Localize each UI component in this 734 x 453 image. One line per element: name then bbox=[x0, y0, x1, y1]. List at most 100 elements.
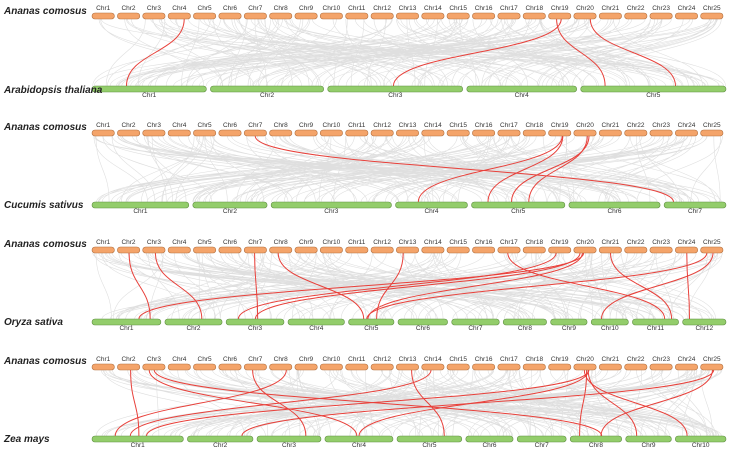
panel1-highlight-link-chr19-chr3 bbox=[392, 18, 562, 87]
panel2-top-chr-label-5: Chr5 bbox=[198, 122, 212, 129]
panel3-highlight-link-chr19-chr3 bbox=[237, 252, 557, 320]
panel4-top-chr-label-12: Chr12 bbox=[373, 356, 391, 363]
panel1-top-chr-1 bbox=[91, 12, 115, 20]
panel4-top-species: Ananas comosus bbox=[3, 356, 87, 367]
panel1-top-chr-label-24: Chr24 bbox=[678, 5, 696, 12]
panel4-highlight-link-chr20-chr9 bbox=[587, 369, 638, 437]
panel2-bottom-chr-label-4: Chr4 bbox=[424, 208, 438, 215]
panel4-bottom-chr-label-4: Chr4 bbox=[352, 442, 366, 449]
panel4-top-chr-10 bbox=[319, 363, 343, 371]
panel3-top-chr-11 bbox=[345, 246, 369, 254]
panel2-top-chr-label-8: Chr8 bbox=[274, 122, 288, 129]
panel1-bottom-chr-4 bbox=[466, 85, 577, 93]
panel3-top-chr-label-21: Chr21 bbox=[602, 239, 620, 246]
panel4-bottom-chr-label-7: Chr7 bbox=[535, 442, 549, 449]
panel3-bottom-chr-8 bbox=[502, 318, 547, 326]
panel3-bottom-chr-label-2: Chr2 bbox=[186, 325, 200, 332]
panel3-top-chr-19 bbox=[548, 246, 572, 254]
panel4-top-chr-14 bbox=[421, 363, 445, 371]
panel3-top-chr-label-4: Chr4 bbox=[172, 239, 186, 246]
panel1-bottom-chr-label-2: Chr2 bbox=[260, 92, 274, 99]
panel3-bottom-chr-label-12: Chr12 bbox=[695, 325, 713, 332]
panel4-highlight-link-chr14-chr1 bbox=[129, 369, 432, 437]
panel1-top-chr-label-14: Chr14 bbox=[424, 5, 442, 12]
panel4-bottom-chr-6 bbox=[465, 435, 514, 443]
panel4-top-chr-label-10: Chr10 bbox=[323, 356, 341, 363]
panel2-top-species: Ananas comosus bbox=[3, 122, 87, 133]
panel3-bottom-chr-label-8: Chr8 bbox=[518, 325, 532, 332]
panel3-top-chr-23 bbox=[649, 246, 673, 254]
panel4-top-chr-label-11: Chr11 bbox=[348, 356, 366, 363]
panel1-top-chr-9 bbox=[294, 12, 318, 20]
panel1-highlight-link-chr4-chr1 bbox=[126, 18, 185, 87]
panel3-top-chr-25 bbox=[700, 246, 724, 254]
panel1-top-chr-label-20: Chr20 bbox=[576, 5, 594, 12]
panel3-bottom-chr-6 bbox=[397, 318, 448, 326]
panel2-top-chr-13 bbox=[395, 129, 419, 137]
panel3-bottom-chr-label-5: Chr5 bbox=[364, 325, 378, 332]
panel1-top-chr-25 bbox=[700, 12, 724, 20]
panel4-top-chr-label-20: Chr20 bbox=[576, 356, 594, 363]
panel4-bottom-chr-label-1: Chr1 bbox=[131, 442, 145, 449]
panel4-highlight-link-chr13-chr5 bbox=[411, 369, 445, 437]
panel3-top-chr-8 bbox=[269, 246, 293, 254]
panel2-top-chr-label-2: Chr2 bbox=[121, 122, 135, 129]
panel3-top-chr-label-22: Chr22 bbox=[627, 239, 645, 246]
panel3-top-chr-label-18: Chr18 bbox=[525, 239, 543, 246]
panel1-top-chr-label-4: Chr4 bbox=[172, 5, 186, 12]
panel2-bottom-chr-label-7: Chr7 bbox=[688, 208, 702, 215]
panel3-top-chr-label-23: Chr23 bbox=[652, 239, 670, 246]
panel3-highlight-link-chr25-chr5 bbox=[366, 252, 708, 320]
panel2-highlight-link-chr19-chr4 bbox=[417, 135, 563, 203]
panel3-bottom-chr-4 bbox=[287, 318, 345, 326]
panel3-top-chr-24 bbox=[674, 246, 698, 254]
panel4-top-chr-label-1: Chr1 bbox=[96, 356, 110, 363]
panel2-top-chr-23 bbox=[649, 129, 673, 137]
panel4-top-chr-6 bbox=[218, 363, 242, 371]
panel3-top-chr-6 bbox=[218, 246, 242, 254]
panel3-highlight-link-chr24-chr12 bbox=[686, 252, 690, 320]
panel2-top-chr-5 bbox=[193, 129, 217, 137]
panel4-highlight-link-chr25-chr2 bbox=[241, 369, 715, 437]
panel1-top-chr-11 bbox=[345, 12, 369, 20]
panel3-bottom-chr-label-11: Chr11 bbox=[647, 325, 665, 332]
panel1-top-chr-4 bbox=[167, 12, 191, 20]
panel1-bottom-chr-5 bbox=[580, 85, 727, 93]
panel3-top-chr-label-9: Chr9 bbox=[299, 239, 313, 246]
panel3-top-chr-label-10: Chr10 bbox=[323, 239, 341, 246]
panel4-bottom-chr-label-5: Chr5 bbox=[422, 442, 436, 449]
panel2-top-chr-label-14: Chr14 bbox=[424, 122, 442, 129]
panel4-top-chr-19 bbox=[548, 363, 572, 371]
panel1-bottom-chr-label-1: Chr1 bbox=[142, 92, 156, 99]
panel3-top-chr-21 bbox=[598, 246, 622, 254]
panel4-top-chr-22 bbox=[624, 363, 648, 371]
panel2-top-chr-label-23: Chr23 bbox=[652, 122, 670, 129]
panel2-bottom-chr-label-6: Chr6 bbox=[607, 208, 621, 215]
panel1-top-chr-label-23: Chr23 bbox=[652, 5, 670, 12]
panel3-top-chr-label-15: Chr15 bbox=[449, 239, 467, 246]
panel1-top-chr-22 bbox=[624, 12, 648, 20]
panel3-top-chr-16 bbox=[472, 246, 496, 254]
panel2-top-chr-label-19: Chr19 bbox=[551, 122, 569, 129]
panel3-highlight-link-chr17-chr11 bbox=[507, 252, 666, 320]
panel2-top-chr-label-1: Chr1 bbox=[96, 122, 110, 129]
panel2-top-chr-14 bbox=[421, 129, 445, 137]
panel3-highlight-link-chr7-chr3 bbox=[254, 252, 259, 320]
panel4-bottom-chr-3 bbox=[256, 435, 322, 443]
panel1-top-chr-20 bbox=[573, 12, 597, 20]
panel4-bottom-chr-4 bbox=[324, 435, 394, 443]
panel1-top-chr-17 bbox=[497, 12, 521, 20]
panel3-top-chr-label-3: Chr3 bbox=[147, 239, 161, 246]
panel2-bottom-chr-4 bbox=[395, 201, 468, 209]
panel1-top-chr-5 bbox=[193, 12, 217, 20]
chromosomes-layer bbox=[91, 12, 727, 443]
panel3-top-chr-label-12: Chr12 bbox=[373, 239, 391, 246]
panel4-highlight-link-chr2-chr1 bbox=[130, 369, 140, 437]
panel4-highlight-link-chr8-chr1 bbox=[114, 369, 287, 437]
panel4-top-chr-21 bbox=[598, 363, 622, 371]
panel2-bottom-chr-7 bbox=[663, 201, 727, 209]
panel1-top-chr-16 bbox=[472, 12, 496, 20]
panel1-top-chr-label-9: Chr9 bbox=[299, 5, 313, 12]
panel2-highlight-link-chr20-chr5 bbox=[511, 135, 590, 203]
